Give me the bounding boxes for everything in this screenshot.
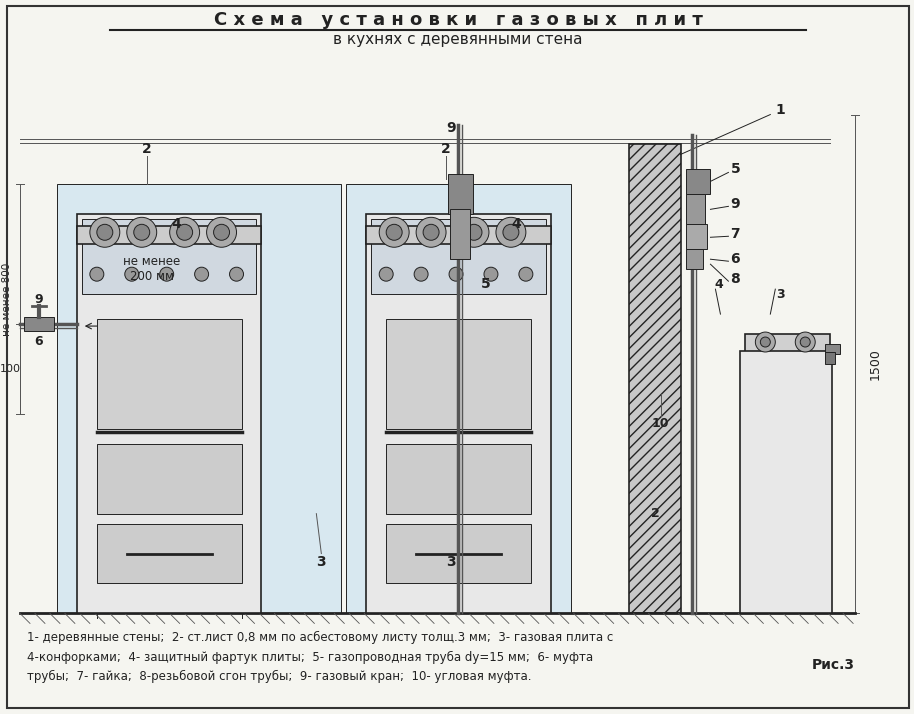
Bar (97, 523, 241, 583)
Circle shape (207, 217, 237, 247)
Circle shape (801, 337, 810, 347)
Text: 4: 4 (172, 217, 182, 231)
Circle shape (795, 332, 815, 352)
Circle shape (125, 267, 139, 281)
Text: 7: 7 (730, 227, 740, 241)
Bar (746, 334, 830, 354)
Bar (686, 249, 704, 269)
Circle shape (379, 217, 409, 247)
Text: в кухнях с деревянными стена: в кухнях с деревянными стена (334, 32, 583, 47)
Circle shape (416, 217, 446, 247)
Bar (387, 523, 531, 583)
Bar (686, 169, 710, 194)
Circle shape (414, 267, 428, 281)
Text: 1- деревянные стены;  2- ст.лист 0,8 мм по асбестовому листу толщ.3 мм;  3- газо: 1- деревянные стены; 2- ст.лист 0,8 мм п… (27, 631, 613, 683)
Bar (77, 214, 261, 613)
Text: 4: 4 (511, 217, 521, 231)
Bar (24, 317, 54, 331)
Circle shape (519, 267, 533, 281)
Circle shape (176, 224, 193, 241)
Bar (825, 352, 835, 364)
Bar (686, 224, 707, 249)
Circle shape (127, 217, 156, 247)
Circle shape (503, 224, 519, 241)
Circle shape (229, 267, 243, 281)
Bar (450, 209, 470, 259)
Text: 4: 4 (714, 278, 723, 291)
Text: 2: 2 (651, 507, 660, 520)
Text: 6: 6 (35, 335, 43, 348)
Text: 2: 2 (142, 143, 152, 156)
Text: 100: 100 (0, 364, 20, 374)
Circle shape (170, 217, 199, 247)
Bar (387, 444, 531, 513)
Circle shape (755, 332, 775, 352)
Bar (82, 219, 257, 294)
Text: 9: 9 (446, 121, 456, 134)
Circle shape (195, 267, 208, 281)
Text: 10: 10 (652, 418, 669, 431)
Text: не менее 800: не менее 800 (2, 263, 12, 336)
Circle shape (423, 224, 439, 241)
Bar (97, 444, 241, 513)
Bar (371, 219, 546, 294)
Text: С х е м а   у с т а н о в к и   г а з о в ы х   п л и т: С х е м а у с т а н о в к и г а з о в ы … (214, 11, 703, 29)
Bar (740, 351, 832, 613)
Circle shape (760, 337, 771, 347)
Circle shape (133, 224, 150, 241)
Text: 1: 1 (775, 103, 785, 116)
Text: 9: 9 (730, 197, 740, 211)
Text: 3: 3 (316, 555, 326, 568)
Text: 3: 3 (776, 288, 784, 301)
Text: не менее
200 мм: не менее 200 мм (123, 255, 180, 283)
Bar (367, 214, 551, 613)
Bar (367, 226, 551, 244)
Bar (387, 319, 531, 429)
Bar (346, 184, 570, 613)
Circle shape (496, 217, 526, 247)
Text: Рис.3: Рис.3 (813, 658, 856, 673)
Circle shape (449, 267, 463, 281)
Bar (825, 344, 840, 354)
Text: 9: 9 (35, 293, 43, 306)
Circle shape (459, 217, 489, 247)
Circle shape (214, 224, 229, 241)
Text: 1500: 1500 (868, 348, 882, 380)
Bar (97, 319, 241, 429)
Circle shape (466, 224, 482, 241)
Circle shape (379, 267, 393, 281)
Bar (77, 226, 261, 244)
Bar (448, 174, 473, 214)
Text: 3: 3 (446, 555, 456, 568)
Text: 6: 6 (730, 252, 740, 266)
Circle shape (484, 267, 498, 281)
Circle shape (90, 267, 104, 281)
Bar (57, 184, 341, 613)
Circle shape (160, 267, 174, 281)
Text: 5: 5 (730, 162, 740, 176)
Bar (686, 194, 706, 224)
Circle shape (387, 224, 402, 241)
Text: 5: 5 (481, 277, 491, 291)
Circle shape (97, 224, 112, 241)
Circle shape (90, 217, 120, 247)
Text: 2: 2 (441, 143, 451, 156)
Bar (629, 144, 681, 613)
Text: 8: 8 (730, 272, 740, 286)
